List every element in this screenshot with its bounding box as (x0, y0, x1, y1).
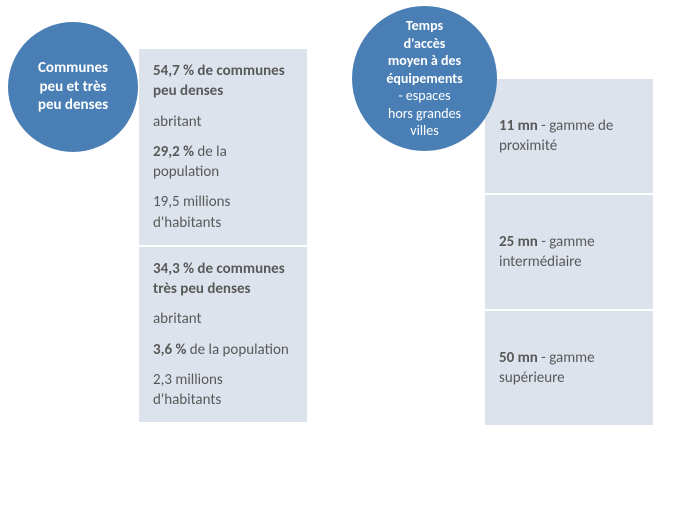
communes-tres-peu-denses-pct: 34,3 % de communes très peu denses (153, 259, 293, 300)
label-pop-2: de la population (186, 341, 288, 359)
access-time-row-superieure: 50 mn - gamme supérieure (484, 310, 654, 426)
value-pct-pop-1: 29,2 % (153, 143, 194, 161)
access-time-row-proximite: 11 mn - gamme de proximité (484, 78, 654, 194)
population-tres-peu-denses-pct: 3,6 % de la population (153, 340, 293, 360)
habitants-1: 19,5 millions d'habitants (153, 192, 293, 233)
circle-right-line6: hors grandes (388, 105, 461, 123)
value-time-0: 11 mn (499, 117, 538, 135)
density-block-tres-peu-denses: 34,3 % de communes très peu denses abrit… (138, 246, 308, 424)
circle-right-line7: villes (410, 122, 438, 140)
circle-left-line1: Communes (38, 59, 108, 78)
access-time-row-intermediaire: 25 mn - gamme intermédiaire (484, 194, 654, 310)
circle-right-line1: Temps (406, 17, 443, 35)
circle-left-line3: peu denses (38, 96, 108, 115)
access-time-superieure-text: 50 mn - gamme supérieure (499, 348, 639, 389)
abritant-2: abritant (153, 309, 293, 329)
access-time-intermediaire-text: 25 mn - gamme intermédiaire (499, 232, 639, 273)
value-pct-communes-1: 54,7 % (153, 62, 194, 80)
communes-peu-denses-pct: 54,7 % de communes peu denses (153, 61, 293, 102)
population-peu-denses-pct: 29,2 % de la population (153, 142, 293, 183)
circle-right-line5: - espaces (398, 87, 450, 105)
density-block-peu-denses: 54,7 % de communes peu denses abritant 2… (138, 48, 308, 246)
access-time-proximite-text: 11 mn - gamme de proximité (499, 116, 639, 157)
density-stats-panel: 54,7 % de communes peu denses abritant 2… (138, 48, 308, 423)
circle-right-line3: moyen à des (388, 52, 461, 70)
density-circle-badge: Communes peu et très peu denses (8, 22, 138, 152)
access-time-circle-badge: Temps d'accès moyen à des équipements - … (352, 6, 497, 151)
habitants-2: 2,3 millions d'habitants (153, 370, 293, 411)
value-pct-communes-2: 34,3 % (153, 260, 194, 278)
value-time-2: 50 mn (499, 349, 538, 367)
circle-left-line2: peu et très (40, 78, 107, 97)
circle-right-line2: d'accès (404, 35, 446, 53)
access-time-panel: 11 mn - gamme de proximité 25 mn - gamme… (484, 78, 654, 426)
value-pct-pop-2: 3,6 % (153, 341, 186, 359)
circle-right-line4: équipements (386, 70, 462, 88)
value-time-1: 25 mn (499, 233, 538, 251)
abritant-1: abritant (153, 112, 293, 132)
